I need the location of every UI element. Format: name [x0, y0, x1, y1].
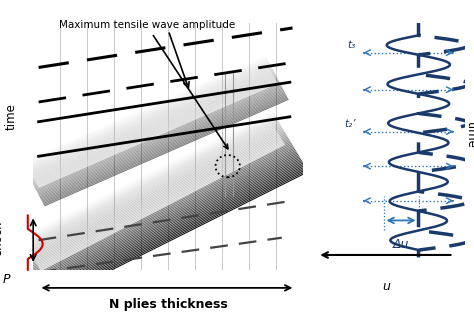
Text: P: P [2, 273, 10, 286]
Text: t₃: t₃ [348, 40, 356, 50]
Text: Maximum tensile wave amplitude: Maximum tensile wave amplitude [58, 20, 235, 149]
Text: shock: shock [0, 221, 5, 255]
Text: time: time [5, 103, 18, 130]
Text: Δu: Δu [393, 238, 409, 251]
Text: time: time [465, 121, 474, 147]
Text: t₂’: t₂’ [345, 119, 356, 129]
Text: u: u [383, 280, 390, 293]
Text: N plies thickness: N plies thickness [109, 298, 228, 311]
